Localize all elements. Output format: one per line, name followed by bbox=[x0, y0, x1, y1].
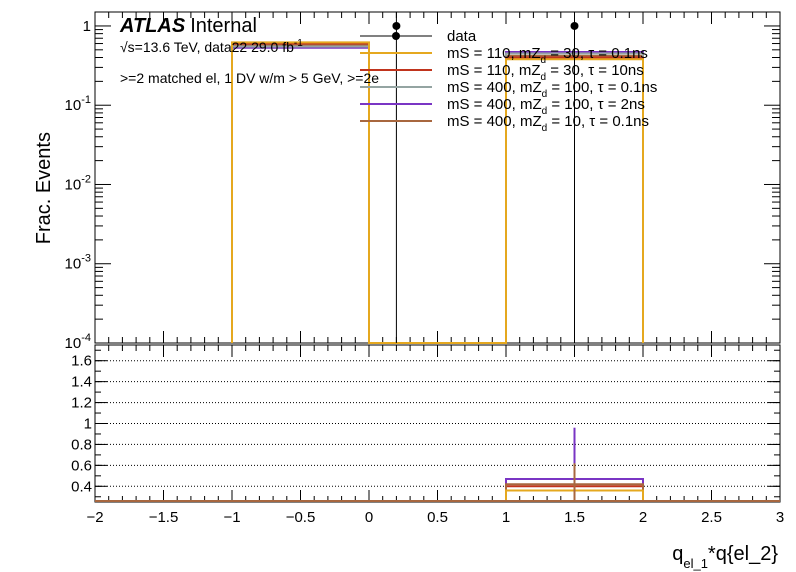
x-axis-label: qel_1*q{el_2} bbox=[672, 543, 778, 571]
y-tick-label: 10-3 bbox=[65, 253, 91, 273]
ratio-y-tick-label: 1 bbox=[84, 416, 92, 433]
main-frame bbox=[94, 11, 781, 344]
ratio-y-tick-label: 0.4 bbox=[71, 478, 92, 495]
legend-label: mS = 110, mZd = 30, τ = 10ns bbox=[447, 62, 644, 83]
energy-label-sup: -1 bbox=[294, 38, 303, 49]
legend-label: mS = 110, mZd = 30, τ = 0.1ns bbox=[447, 45, 648, 66]
y-tick-label: 1 bbox=[83, 18, 91, 35]
svg-text:√s=13.6 TeV, data22 29.0 fb-1: √s=13.6 TeV, data22 29.0 fb-1 bbox=[120, 38, 303, 55]
x-tick-label: 2.5 bbox=[701, 509, 722, 526]
x-tick-label: −2 bbox=[86, 509, 103, 526]
legend-label: data bbox=[447, 28, 477, 45]
selection-label: >=2 matched el, 1 DV w/m > 5 GeV, >=2e bbox=[120, 70, 379, 86]
atlas-status: Internal bbox=[190, 15, 257, 37]
energy-label: √s=13.6 TeV, data22 29.0 fb bbox=[120, 39, 294, 55]
x-tick-label: 3 bbox=[776, 509, 784, 526]
x-tick-label: −1.5 bbox=[149, 509, 179, 526]
x-tick-label: 0.5 bbox=[427, 509, 448, 526]
ratio-y-tick-label: 0.8 bbox=[71, 436, 92, 453]
main-panel: 1 10-1 10-2 10-3 10-4 bbox=[65, 11, 781, 352]
x-tick-label: −1 bbox=[223, 509, 240, 526]
ratio-y-tick-label: 1.2 bbox=[71, 395, 92, 412]
legend-label: mS = 400, mZd = 100, τ = 0.1ns bbox=[447, 79, 657, 100]
x-tick-label: 1 bbox=[502, 509, 510, 526]
x-tick-labels: −2 −1.5 −1 −0.5 0 0.5 1 1.5 2 2.5 3 bbox=[86, 509, 784, 526]
legend-label: mS = 400, mZd = 100, τ = 2ns bbox=[447, 96, 645, 117]
y-tick-label: 10-1 bbox=[65, 94, 91, 114]
ratio-y-tick-label: 0.6 bbox=[71, 457, 92, 474]
ratio-y-tick-label: 1.4 bbox=[71, 374, 92, 391]
data-point bbox=[392, 21, 401, 30]
x-tick-label: 0 bbox=[365, 509, 373, 526]
atlas-label: ATLAS Internal √s=13.6 TeV, data22 29.0 f… bbox=[119, 15, 379, 86]
ratio-y-tick-label: 1.6 bbox=[71, 353, 92, 370]
y-axis-label: Frac. Events bbox=[33, 132, 55, 244]
atlas-brand: ATLAS bbox=[119, 15, 186, 37]
y-tick-label: 10-2 bbox=[65, 173, 91, 193]
hist-series bbox=[231, 41, 644, 344]
x-tick-label: 1.5 bbox=[564, 509, 585, 526]
x-tick-label: −0.5 bbox=[286, 509, 316, 526]
legend-label: mS = 400, mZd = 10, τ = 0.1ns bbox=[447, 113, 649, 134]
data-point bbox=[570, 21, 579, 30]
ratio-panel: 0.4 0.6 0.8 1 1.2 1.4 1.6 bbox=[71, 344, 781, 503]
legend-data-marker bbox=[392, 32, 400, 40]
x-tick-label: 2 bbox=[639, 509, 647, 526]
y-tick-label: 10-4 bbox=[65, 332, 91, 352]
